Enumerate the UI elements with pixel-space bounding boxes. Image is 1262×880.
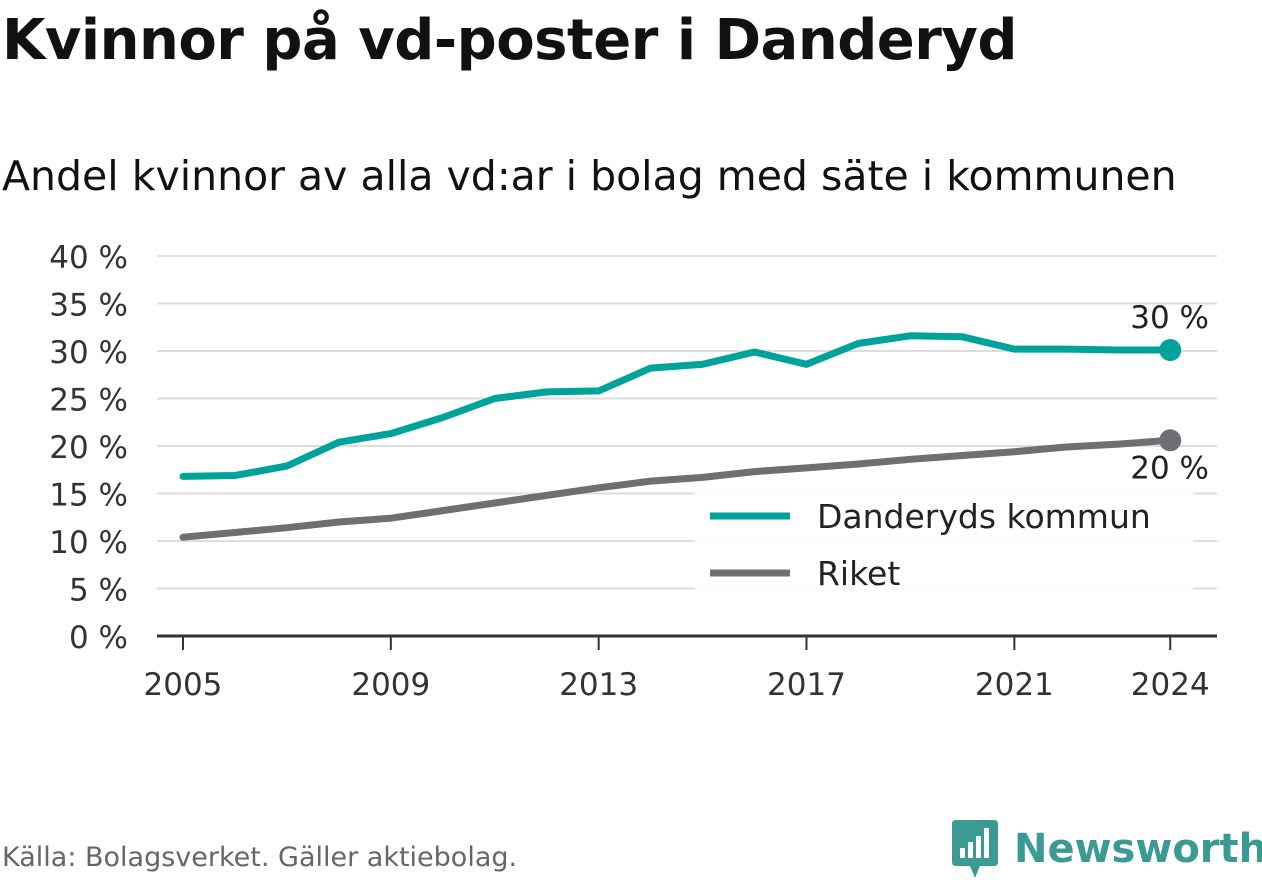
y-tick-label: 5 % — [69, 573, 128, 609]
series-end-label: 20 % — [1130, 450, 1209, 486]
series-end-marker — [1159, 429, 1182, 452]
y-tick-label: 20 % — [49, 430, 128, 466]
legend-label: Riket — [817, 554, 900, 593]
x-tick-label: 2017 — [767, 667, 846, 703]
brand-name: Newsworthy — [1014, 826, 1262, 872]
x-tick-label: 2005 — [144, 667, 223, 703]
x-tick-label: 2009 — [351, 667, 430, 703]
y-tick-label: 15 % — [49, 478, 128, 514]
x-tick-label: 2013 — [559, 667, 638, 703]
y-tick-label: 0 % — [69, 620, 128, 656]
series-end-marker — [1159, 339, 1182, 362]
newsworthy-logo-icon — [952, 820, 998, 878]
legend-label: Danderyds kommun — [817, 497, 1151, 536]
brand-logo: Newsworthy — [950, 818, 1262, 880]
y-tick-label: 10 % — [49, 525, 128, 561]
x-tick-label: 2021 — [975, 667, 1054, 703]
y-tick-label: 35 % — [49, 288, 128, 324]
x-tick-label: 2024 — [1131, 667, 1210, 703]
series-end-label: 30 % — [1130, 300, 1209, 336]
chart-title: Kvinnor på vd-poster i Danderyd — [2, 8, 1017, 73]
y-tick-label: 40 % — [49, 240, 128, 276]
series-line-danderyd — [179, 332, 1174, 480]
y-tick-label: 30 % — [49, 335, 128, 371]
source-note: Källa: Bolagsverket. Gäller aktiebolag. — [2, 842, 518, 873]
series-line-riket — [179, 436, 1174, 541]
y-tick-label: 25 % — [49, 383, 128, 419]
chart-subtitle: Andel kvinnor av alla vd:ar i bolag med … — [2, 152, 1177, 200]
